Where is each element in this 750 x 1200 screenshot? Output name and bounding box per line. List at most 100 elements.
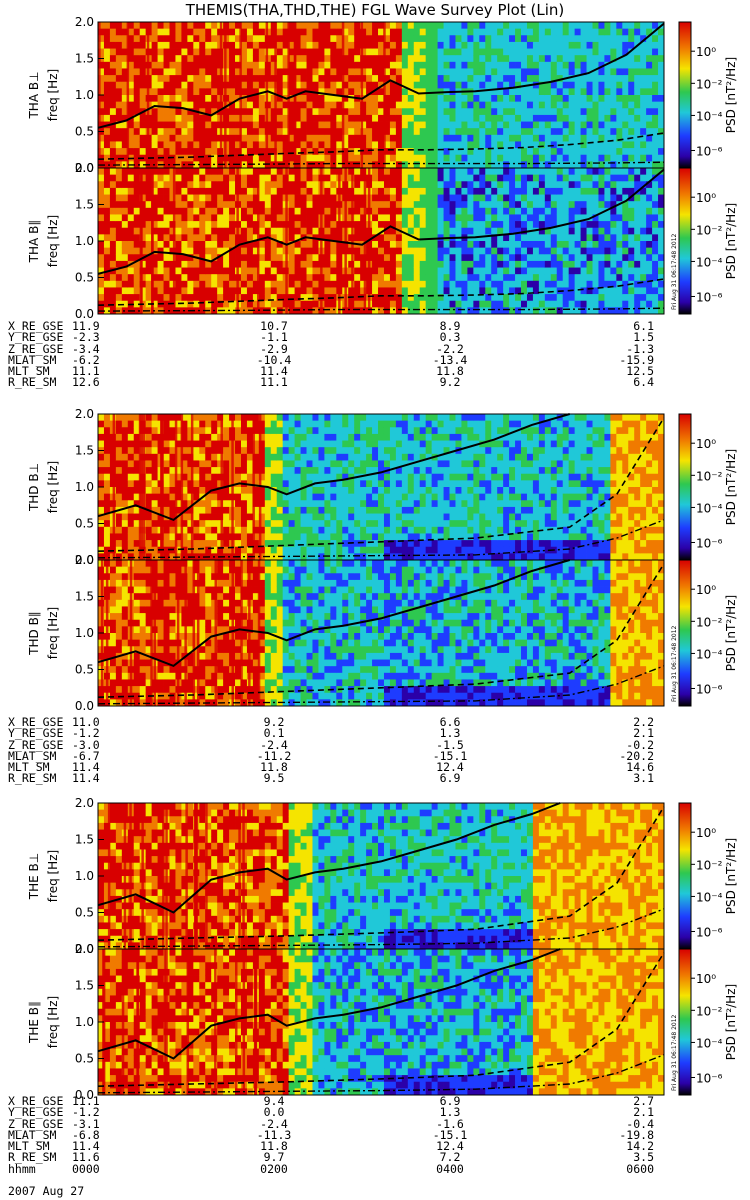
ephemeris-value: 12.6 xyxy=(72,375,100,390)
ephemeris-row-label: MLT_SM xyxy=(8,364,50,379)
ephemeris-row-label: X_RE_GSE xyxy=(8,319,64,333)
ephemeris-value: -3.4 xyxy=(72,341,100,356)
colorbar-tick-label: 10⁻² xyxy=(696,223,723,237)
ephemeris-row-label: Y_RE_GSE xyxy=(8,726,64,741)
y-tick-label: 2.0 xyxy=(75,15,94,29)
ephemeris-value: -2.3 xyxy=(72,330,100,345)
heatmap-cells xyxy=(98,168,665,315)
y-tick-label: 1.0 xyxy=(75,480,94,494)
proton-cyclotron-line xyxy=(97,307,665,312)
colorbar-tick-label: 10⁻⁶ xyxy=(696,682,723,696)
ephemeris-table-the: X_RE_GSE 11.1 9.4 6.9 2.7 Y_RE_GSE -1.2 0.0 1.3 2… xyxy=(8,1094,668,1176)
colorbar-tick-label: 10⁻⁶ xyxy=(696,1071,723,1085)
ephemeris-value: 12.4 xyxy=(436,760,464,775)
fce-line xyxy=(97,559,570,668)
y-tick-label: 2.0 xyxy=(75,553,94,567)
colorbar-tick-label: 10⁻⁴ xyxy=(696,109,723,123)
lower-hybrid-line xyxy=(97,806,665,941)
ephemeris-value: 11.4 xyxy=(72,1139,100,1154)
ephemeris-row: X_RE_GSE 11.9 10.7 8.9 6.1 xyxy=(8,319,668,333)
ephemeris-value: 0600 xyxy=(626,1161,654,1176)
colorbar-tick-label: 10⁻² xyxy=(696,615,723,629)
lower-hybrid-line xyxy=(97,563,665,698)
ephemeris-row: hhmm 0000 0200 0400 0600 xyxy=(8,1161,668,1176)
fce-line xyxy=(97,22,665,129)
colorbar xyxy=(678,413,692,561)
ephemeris-value: 11.4 xyxy=(260,364,288,379)
ephemeris-row-label: Z_RE_GSE xyxy=(8,1116,64,1131)
colorbar-tick-label: 10⁻² xyxy=(696,77,723,91)
ephemeris-row-label: MLAT_SM xyxy=(8,1127,57,1142)
y-axis-unit-label: freq [Hz] xyxy=(46,215,60,267)
ephemeris-row-label: MLT_SM xyxy=(8,1139,50,1154)
colorbar-tick-label: 10⁰ xyxy=(696,583,716,597)
colorbar-tick-label: 10⁻² xyxy=(696,469,723,483)
ephemeris-value: -2.4 xyxy=(260,737,288,752)
ephemeris-row-label: R_RE_SM xyxy=(8,771,57,786)
ephemeris-value: -11.2 xyxy=(256,748,292,763)
colorbar xyxy=(678,802,692,950)
ephemeris-row: Y_RE_GSE -1.2 0.1 1.3 2.1 xyxy=(8,726,668,741)
y-axis-unit-label: freq [Hz] xyxy=(46,461,60,513)
ephemeris-value: -3.0 xyxy=(72,737,100,752)
ephemeris-value: 10.7 xyxy=(260,319,288,333)
ephemeris-row-label: X_RE_GSE xyxy=(8,715,64,729)
colorbar-tick-label: 10⁰ xyxy=(696,826,716,840)
ephemeris-row-label: MLT_SM xyxy=(8,760,50,775)
ephemeris-value: 2.1 xyxy=(633,1105,654,1120)
ephemeris-value: -6.8 xyxy=(72,1127,100,1142)
y-axis-probe-label: THE B∥ xyxy=(27,1001,41,1044)
ephemeris-value: -20.2 xyxy=(619,748,654,763)
ephemeris-row: MLT_SM 11.4 11.8 12.4 14.6 xyxy=(8,760,668,775)
timestamp-stamp: Fri Aug 31 06:17:48 2012 xyxy=(671,1014,678,1091)
y-tick-label: 0.0 xyxy=(75,307,94,321)
y-tick-label: 1.5 xyxy=(75,590,94,604)
y-tick-label: 1.5 xyxy=(75,198,94,212)
ephemeris-value: -1.1 xyxy=(260,330,288,345)
ephemeris-row-label: Z_RE_GSE xyxy=(8,341,64,356)
ephemeris-row: R_RE_SM 12.6 11.1 9.2 6.4 xyxy=(8,375,668,390)
ephemeris-value: 2.1 xyxy=(633,726,654,741)
y-tick-label: 1.5 xyxy=(75,52,94,66)
y-tick-label: 0.5 xyxy=(75,663,94,677)
ephemeris-row: MLAT_SM -6.8 -11.3 -15.1 -19.8 xyxy=(8,1127,668,1142)
ephemeris-value: 6.4 xyxy=(633,375,654,390)
ephemeris-row: MLAT_SM -6.2 -10.4 -13.4 -15.9 xyxy=(8,352,668,367)
heatmap-cells xyxy=(98,22,665,169)
ephemeris-value: -10.4 xyxy=(256,352,292,367)
spectrogram-panel: 0.0 0.5 1.0 1.5 2.0 THE B∥ freq [Hz] 10⁰ 10⁻² 10⁻… xyxy=(27,942,738,1102)
y-tick-label: 1.0 xyxy=(75,1015,94,1029)
ephemeris-value: 11.8 xyxy=(436,364,464,379)
ephemeris-value: 11.4 xyxy=(72,771,100,786)
ephemeris-row: Z_RE_GSE -3.4 -2.9 -2.2 -1.3 xyxy=(8,341,668,356)
ephemeris-value: -1.2 xyxy=(72,726,100,741)
ephemeris-value: 14.6 xyxy=(626,760,654,775)
ephemeris-value: 1.3 xyxy=(439,726,461,741)
date-label: 2007 Aug 27 xyxy=(8,1184,85,1198)
colorbar-tick-label: 10⁻⁴ xyxy=(696,647,723,661)
ephemeris-value: -0.4 xyxy=(626,1116,654,1131)
ephemeris-value: 6.1 xyxy=(633,319,654,333)
ephemeris-value: -2.9 xyxy=(260,341,288,356)
ephemeris-row: R_RE_SM 11.4 9.5 6.9 3.1 xyxy=(8,771,668,786)
ephemeris-value: -3.1 xyxy=(72,1116,100,1131)
ephemeris-value: 11.1 xyxy=(72,1094,100,1108)
ephemeris-value: -1.6 xyxy=(436,1116,464,1131)
heatmap-cells xyxy=(98,414,665,561)
ephemeris-row: MLT_SM 11.4 11.8 12.4 14.2 xyxy=(8,1139,668,1154)
y-tick-label: 0.0 xyxy=(75,942,94,956)
proton-cyclotron-line xyxy=(97,161,665,166)
proton-cyclotron-line xyxy=(97,519,665,559)
ephemeris-row: Y_RE_GSE -2.3 -1.1 0.3 1.5 xyxy=(8,330,668,345)
ephemeris-value: -15.1 xyxy=(432,748,468,763)
colorbar-tick-label: 10⁰ xyxy=(696,437,716,451)
ephemeris-value: -15.1 xyxy=(432,1127,468,1142)
colorbar-tick-label: 10⁻² xyxy=(696,858,723,872)
ephemeris-value: 0200 xyxy=(260,1161,288,1176)
y-tick-label: 0.5 xyxy=(75,517,94,531)
ephemeris-value: 11.1 xyxy=(72,364,100,379)
ephemeris-value: 6.9 xyxy=(439,1094,461,1108)
ephemeris-row-label: X_RE_GSE xyxy=(8,1094,64,1108)
colorbar-tick-label: 10⁰ xyxy=(696,191,716,205)
